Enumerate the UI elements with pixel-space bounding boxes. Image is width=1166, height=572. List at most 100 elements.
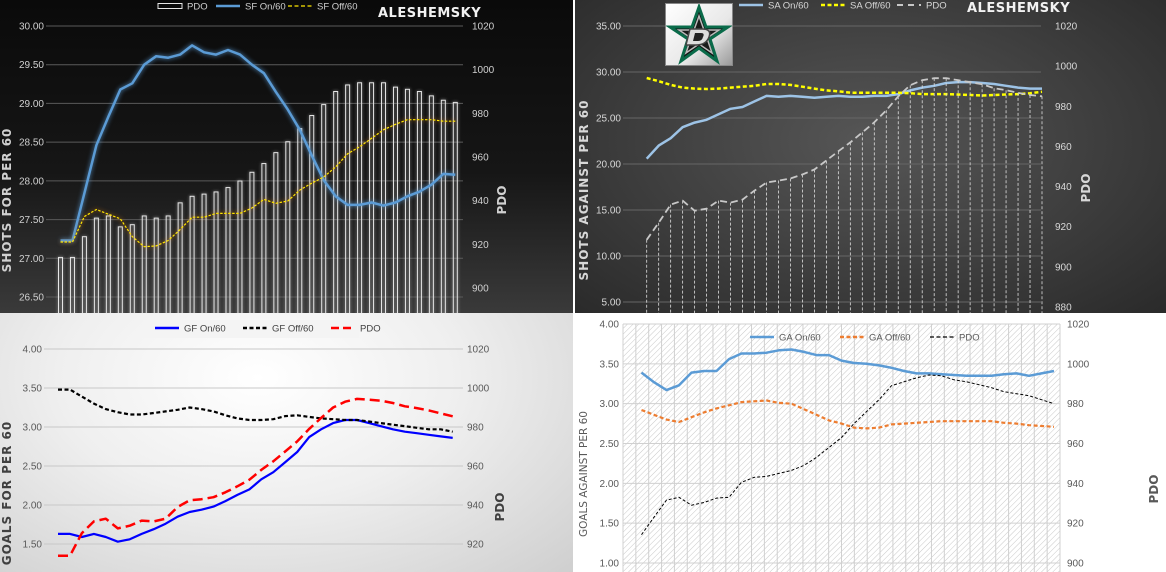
pdo-bar (392, 86, 398, 313)
y-tick-label: 29.00 (19, 99, 44, 110)
dallas-stars-logo (665, 3, 733, 66)
chart-panel-shots-for: 30.00 29.50 29.00 28.50 28.00 27.50 27.00 26.50… (0, 0, 573, 313)
legend-swatch (157, 3, 183, 9)
y-tick-label: 4.00 (600, 320, 620, 331)
series-line-ga-on-60 (640, 348, 1055, 392)
y-tick-label: 5.00 (602, 298, 622, 309)
y2-tick-label: 900 (1067, 559, 1084, 570)
y-tick-label: 15.00 (596, 206, 621, 217)
pdo-bar (285, 141, 291, 313)
y2-tick-label: 960 (467, 462, 484, 473)
y2-tick-label: 920 (1055, 222, 1072, 233)
pdo-bar (117, 226, 123, 313)
y2-tick-label: 960 (1067, 439, 1084, 450)
pdo-bar (333, 91, 339, 313)
y2-axis-title: PDO (1079, 174, 1093, 203)
y2-tick-label: 940 (472, 196, 489, 207)
pdo-bar (321, 104, 327, 313)
y2-tick-label: 1000 (472, 65, 495, 76)
pdo-bar (213, 191, 219, 313)
series-line-sf-on-60 (60, 44, 456, 242)
y2-tick-label: 1020 (1055, 22, 1078, 33)
y2-tick-label: 1000 (467, 384, 490, 395)
y-tick-label: 35.00 (596, 22, 621, 33)
series-line-sa-on-60 (645, 80, 1042, 160)
y2-tick-label: 1020 (472, 22, 495, 33)
pdo-bar (69, 256, 75, 313)
y2-tick-label: 880 (1055, 303, 1072, 314)
legend-label: SF On/60 (245, 2, 286, 13)
chart-title: ALESHEMSKY (967, 1, 1070, 16)
legend-label: SA Off/60 (850, 1, 891, 12)
y-tick-label: 2.00 (23, 501, 43, 512)
pdo-bar (440, 99, 446, 313)
legend-label: GA Off/60 (869, 333, 911, 344)
y-axis-title: GOALS FOR PER 60 (0, 421, 14, 565)
series-line-gf-on-60 (58, 418, 453, 543)
y-tick-label: 4.00 (23, 345, 43, 356)
chart-panel-goals-against: 4.00 3.50 3.00 2.50 2.00 1.50 1.00 1020 1000 980 9… (575, 314, 1166, 572)
y-tick-label: 2.50 (23, 462, 43, 473)
pdo-bar (201, 193, 207, 313)
pdo-bar (297, 128, 303, 313)
y2-axis-title: PDO (493, 493, 507, 522)
chart-panel-shots-against: 35.00 30.00 25.00 20.00 15.00 10.00 5.00 1020 10… (575, 0, 1166, 313)
pdo-bar (381, 82, 387, 313)
pdo-bar (369, 82, 375, 313)
y-tick-label: 1.50 (23, 540, 43, 551)
y2-tick-label: 900 (1055, 262, 1072, 273)
pdo-bar (93, 217, 99, 313)
legend-label: SF Off/60 (317, 2, 357, 13)
y-tick-label: 29.50 (19, 60, 44, 71)
pdo-bar (261, 163, 267, 313)
pdo-bar (177, 202, 183, 313)
chart-title: ALESHEMSKY (378, 6, 481, 21)
pdo-bar (81, 236, 87, 313)
pdo-bar (141, 215, 147, 313)
y2-tick-label: 920 (467, 540, 484, 551)
series-line-sf-off-60 (60, 119, 456, 248)
y2-tick-label: 980 (472, 109, 489, 120)
pdo-bar (249, 171, 255, 313)
y-tick-label: 25.00 (596, 114, 621, 125)
pdo-bar (309, 115, 315, 313)
y-tick-label: 2.50 (600, 439, 620, 450)
y-tick-label: 26.50 (19, 293, 44, 304)
y-tick-label: 27.00 (19, 254, 44, 265)
y2-tick-label: 960 (472, 153, 489, 164)
y2-tick-label: 900 (472, 284, 489, 295)
series-line-pdo (645, 77, 1043, 241)
y2-tick-label: 980 (1067, 399, 1084, 410)
y-tick-label: 3.00 (600, 399, 620, 410)
pdo-bar (105, 215, 111, 313)
y-tick-label: 10.00 (596, 252, 621, 263)
y-tick-label: 1.50 (600, 519, 620, 530)
y-tick-label: 27.50 (19, 215, 44, 226)
series-line-pdo (58, 397, 453, 557)
goals-for-chart: 4.00 3.50 3.00 2.50 2.00 1.50 1020 1000 980 960 94… (0, 320, 507, 565)
pdo-bar (452, 101, 458, 313)
y2-tick-label: 980 (467, 423, 484, 434)
y2-tick-label: 940 (1055, 182, 1072, 193)
pdo-bar (129, 224, 135, 313)
y-tick-label: 28.00 (19, 176, 44, 187)
y-tick-label: 1.00 (600, 559, 620, 570)
y2-axis-title: PDO (1147, 475, 1161, 504)
y2-tick-label: 1000 (1055, 62, 1078, 73)
pdo-bar (345, 84, 351, 313)
y2-tick-label: 960 (1055, 142, 1072, 153)
y-tick-label: 3.50 (600, 359, 620, 370)
series-line-gf-off-60 (58, 388, 453, 433)
series-line-ga-off-60 (641, 399, 1055, 430)
y-tick-label: 3.50 (23, 384, 43, 395)
pdo-bar (153, 217, 159, 313)
y-axis-title: SHOTS FOR PER 60 (0, 128, 14, 273)
y2-tick-label: 1000 (1067, 359, 1090, 370)
shots-against-chart: 35.00 30.00 25.00 20.00 15.00 10.00 5.00 1020 10… (577, 1, 1093, 314)
pdo-bar (357, 82, 363, 313)
pdo-bar (416, 91, 422, 313)
legend-label: GF Off/60 (272, 324, 314, 335)
pdo-bar (189, 195, 195, 313)
y-tick-label: 30.00 (596, 68, 621, 79)
y2-tick-label: 980 (1055, 102, 1072, 113)
